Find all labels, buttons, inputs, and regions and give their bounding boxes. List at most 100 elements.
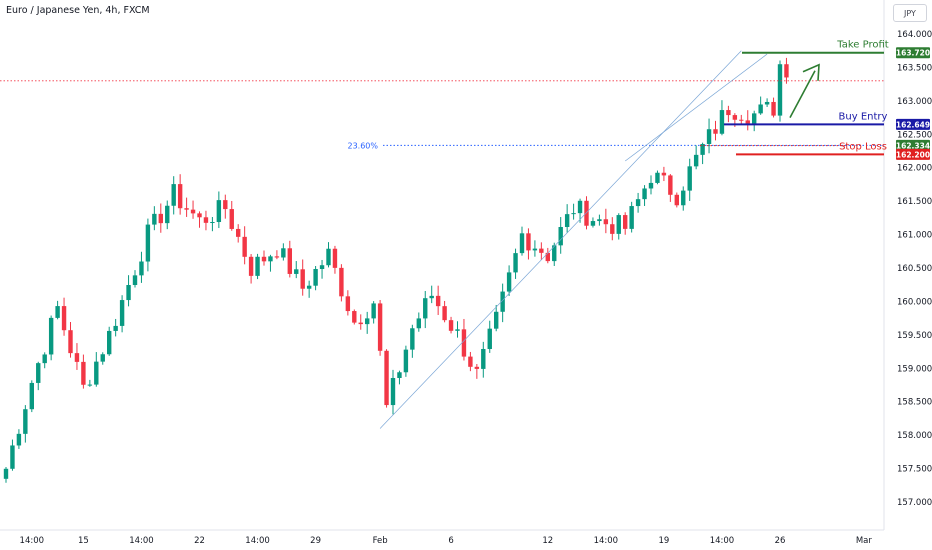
candle-body	[255, 256, 260, 276]
candle-body	[203, 217, 209, 223]
target-arrow	[789, 70, 816, 118]
candle-body	[68, 330, 73, 354]
candle-body	[616, 215, 621, 234]
candle-body	[674, 194, 679, 206]
candle-body	[274, 256, 280, 258]
candle-body	[390, 377, 396, 406]
x-tick-label: 14:00	[594, 536, 619, 546]
candle-body	[526, 233, 531, 251]
candle-body	[16, 433, 22, 446]
candle-body	[468, 356, 473, 367]
candle-body	[3, 468, 9, 479]
candle-body	[294, 269, 299, 274]
candle-body	[113, 325, 118, 331]
candle-body	[597, 219, 602, 222]
candle-body	[229, 209, 234, 229]
candle-body	[397, 372, 402, 378]
candle-body	[435, 295, 441, 307]
x-tick-label: 6	[448, 536, 453, 546]
y-tick-label: 157.500	[897, 465, 932, 475]
x-tick-label: 29	[310, 536, 321, 546]
candle-body	[423, 298, 428, 319]
level-annotation: Stop Loss	[839, 141, 887, 152]
candle-body	[42, 354, 47, 364]
y-tick-label: 160.000	[897, 297, 932, 307]
candle-body	[661, 172, 667, 176]
candle-body	[752, 113, 757, 124]
candle-body	[358, 322, 363, 325]
grid	[0, 0, 885, 531]
candle-body	[726, 110, 731, 116]
candle-body	[216, 200, 222, 223]
candle-body	[764, 101, 770, 105]
candle-body	[481, 348, 486, 369]
y-tick-label: 158.000	[897, 431, 932, 441]
candle-body	[642, 188, 647, 200]
candle-body	[494, 311, 499, 329]
candle-body	[693, 154, 699, 167]
price-tag	[896, 148, 930, 160]
candle-body	[145, 224, 151, 262]
candle-body	[365, 318, 370, 325]
candle-body	[242, 236, 247, 257]
candle-body	[668, 175, 673, 195]
currency-button[interactable]: JPY	[893, 4, 927, 22]
candle-body	[81, 361, 86, 385]
candle-body	[132, 275, 138, 286]
candle-body	[29, 382, 34, 410]
candle-body	[152, 213, 157, 225]
candle-body	[758, 104, 763, 114]
candle-body	[558, 227, 563, 246]
candle-body	[571, 213, 576, 215]
x-tick-label: 26	[775, 536, 786, 546]
level-annotation: Take Profit	[836, 40, 889, 51]
candle-body	[236, 228, 241, 237]
candle-body	[623, 215, 628, 229]
candle-body	[777, 64, 783, 116]
y-tick-label: 164.000	[897, 30, 932, 40]
candle-body	[500, 291, 505, 312]
price-tag-label: 162.334	[896, 141, 930, 150]
candle-body	[223, 200, 228, 210]
price-tag	[896, 139, 930, 151]
candle-body	[55, 306, 60, 318]
candle-body	[352, 311, 357, 323]
candle-body	[248, 256, 254, 276]
y-tick-label: 157.000	[897, 498, 932, 508]
price-tag-label: 162.649	[896, 120, 930, 129]
candle-body	[403, 349, 409, 373]
candle-body	[177, 184, 183, 209]
candle-body	[61, 306, 67, 331]
candle-body	[784, 64, 789, 78]
candle-body	[184, 208, 189, 210]
candle-body	[745, 120, 750, 124]
candle-body	[577, 200, 583, 214]
candle-body	[100, 354, 105, 362]
candle-body	[36, 363, 41, 383]
candle-body	[564, 214, 570, 228]
candle-body	[171, 184, 176, 206]
x-tick-label: 15	[78, 536, 89, 546]
x-tick-label: Feb	[373, 536, 388, 546]
candle-body	[384, 350, 389, 406]
candle-body	[48, 317, 54, 355]
candle-body	[713, 129, 718, 134]
candle-body	[139, 261, 144, 276]
candle-body	[268, 256, 273, 262]
candle-body	[197, 213, 202, 218]
candle-body	[706, 129, 712, 145]
y-tick-label: 159.000	[897, 364, 932, 374]
candle-body	[326, 248, 331, 266]
candle-body	[371, 303, 376, 319]
price-tag	[896, 118, 930, 130]
candle-body	[23, 409, 28, 434]
candle-body	[287, 248, 292, 274]
drawings: Take Profit Buy Entry Stop Loss	[0, 40, 889, 429]
candle-body	[635, 199, 641, 207]
candle-body	[700, 144, 705, 155]
candle-body	[281, 248, 286, 258]
candle-body	[87, 384, 93, 386]
